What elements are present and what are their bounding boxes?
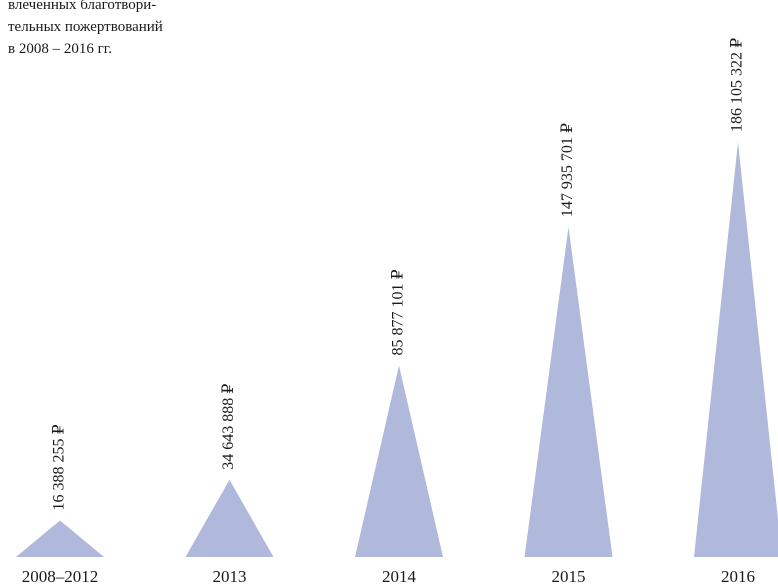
bar [524,227,613,557]
x-tick-label: 2016 [721,567,755,584]
x-tick-label: 2013 [213,567,247,584]
bar [355,365,443,557]
value-label: 147 935 701 ₽ [559,123,576,217]
bar [185,479,274,557]
value-label: 186 105 322 ₽ [729,38,746,132]
x-tick-label: 2014 [382,567,417,584]
chart-title-line: в 2008 – 2016 гг. [8,41,112,57]
bar [694,142,778,557]
chart-title-line: тельных пожертвований [8,19,163,35]
value-label: 16 388 255 ₽ [51,424,68,510]
chart-title-line: влеченных благотвори- [8,0,156,13]
x-tick-label: 2015 [552,567,586,584]
value-label: 85 877 101 ₽ [390,269,407,355]
bar [16,520,104,557]
x-tick-label: 2008–2012 [22,567,99,584]
value-label: 34 643 888 ₽ [220,384,237,470]
